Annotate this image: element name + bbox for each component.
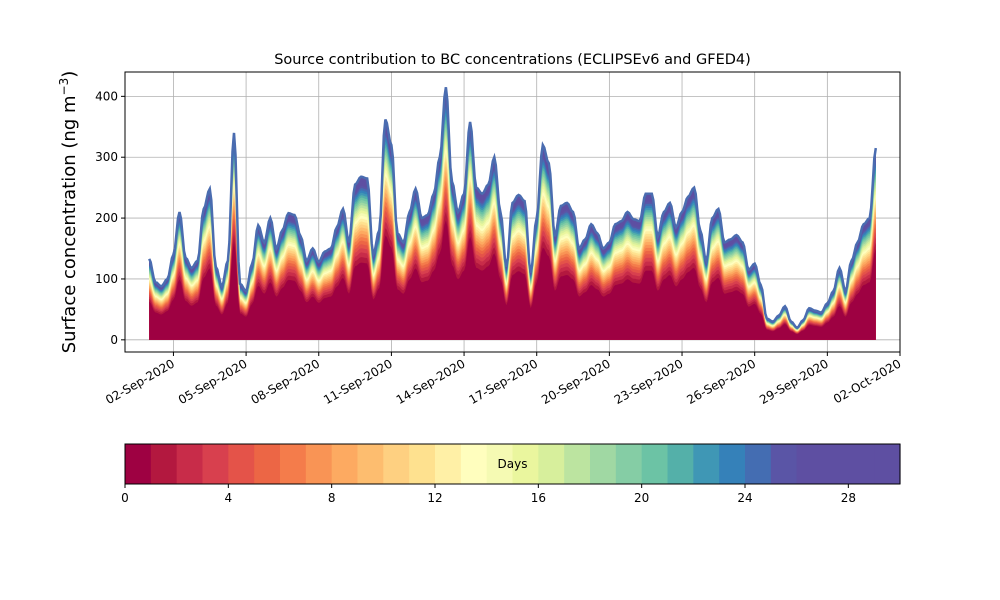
y-axis-label: Surface concentration (ng m−3) — [57, 71, 80, 354]
y-tick-label: 100 — [95, 272, 118, 286]
x-tick-label: 29-Sep-2020 — [757, 356, 831, 407]
y-tick-label: 300 — [95, 150, 118, 164]
colorbar-swatch — [357, 444, 384, 484]
colorbar-swatch — [150, 444, 178, 484]
colorbar-swatch — [512, 444, 539, 484]
colorbar-swatch — [564, 444, 591, 484]
colorbar-tick-label: 8 — [328, 491, 336, 505]
colorbar-swatch — [254, 444, 281, 484]
colorbar-tick-label: 0 — [121, 491, 129, 505]
plot-area — [124, 71, 901, 353]
y-axis-label-close: ) — [59, 71, 80, 78]
x-axis: 02-Sep-202005-Sep-202008-Sep-202011-Sep-… — [103, 352, 904, 407]
colorbar-swatch — [590, 444, 617, 484]
colorbar-swatch — [228, 444, 255, 484]
colorbar-swatch — [176, 444, 204, 484]
colorbar-swatch — [280, 444, 307, 484]
colorbar-swatch — [305, 444, 333, 484]
colorbar-swatch — [796, 444, 824, 484]
y-axis-label-superscript: −3 — [57, 78, 71, 96]
colorbar-swatch — [125, 444, 152, 484]
x-tick-label: 05-Sep-2020 — [176, 356, 250, 407]
x-tick-label: 08-Sep-2020 — [248, 356, 322, 407]
y-tick-label: 0 — [110, 333, 118, 347]
colorbar-frame — [124, 443, 901, 485]
x-tick-label: 02-Oct-2020 — [831, 356, 903, 406]
colorbar-swatch — [409, 444, 436, 484]
colorbar-swatch — [770, 444, 798, 484]
colorbar-swatch — [486, 444, 514, 484]
colorbar-swatch — [435, 444, 462, 484]
colorbar-tick-label: 16 — [531, 491, 546, 505]
chart-title: Source contribution to BC concentrations… — [274, 52, 751, 68]
colorbar-swatch — [693, 444, 720, 484]
colorbar-swatch — [745, 444, 772, 484]
colorbar-swatch — [874, 444, 901, 484]
colorbar-tick-label: 24 — [737, 491, 752, 505]
area-layers — [149, 87, 876, 340]
x-tick-label: 02-Sep-2020 — [103, 356, 177, 407]
y-axis-label-main: Surface concentration (ng m — [59, 95, 80, 353]
colorbar-label: Days — [498, 457, 528, 471]
colorbar-swatch — [383, 444, 410, 484]
x-tick-label: 17-Sep-2020 — [466, 356, 540, 407]
colorbar-tick-label: 28 — [841, 491, 856, 505]
colorbar: Days 0 4 8 12 16 20 24 28 — [121, 443, 901, 505]
colorbar-swatch — [331, 444, 359, 484]
area-layer-day-0 — [149, 220, 876, 340]
x-tick-label: 26-Sep-2020 — [684, 356, 758, 407]
y-tick-label: 400 — [95, 89, 118, 103]
x-tick-label: 11-Sep-2020 — [321, 356, 395, 407]
total-line — [148, 87, 878, 330]
colorbar-swatch — [641, 444, 669, 484]
x-tick-label: 20-Sep-2020 — [539, 356, 613, 407]
plot-frame — [124, 71, 901, 353]
x-tick-label: 23-Sep-2020 — [612, 356, 686, 407]
colorbar-swatch — [460, 444, 488, 484]
y-tick-label: 200 — [95, 211, 118, 225]
colorbar-swatch — [667, 444, 694, 484]
colorbar-swatch — [538, 444, 565, 484]
colorbar-tick-label: 20 — [634, 491, 649, 505]
colorbar-swatch — [848, 444, 875, 484]
x-tick-label: 14-Sep-2020 — [394, 356, 468, 407]
colorbar-swatch — [719, 444, 746, 484]
colorbar-tick-label: 4 — [225, 491, 233, 505]
colorbar-swatch — [822, 444, 849, 484]
colorbar-tick-label: 12 — [427, 491, 442, 505]
y-axis: 0 100 200 300 400 — [95, 89, 125, 347]
colorbar-swatch — [615, 444, 643, 484]
colorbar-swatch — [202, 444, 229, 484]
